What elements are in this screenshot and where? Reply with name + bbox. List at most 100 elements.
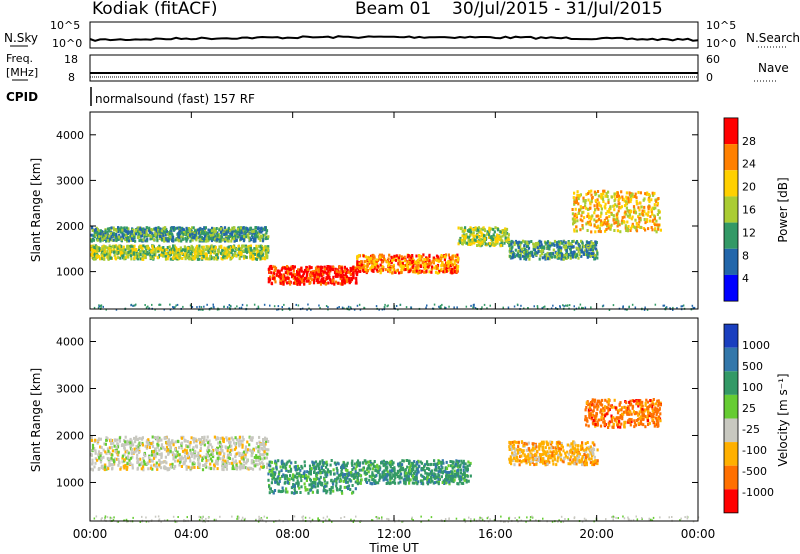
power-panel-bg bbox=[90, 112, 698, 309]
echo-cell bbox=[130, 238, 133, 242]
echo-cell bbox=[107, 449, 110, 453]
echo-cell bbox=[157, 229, 160, 233]
echo-cell bbox=[625, 229, 628, 232]
echo-cell bbox=[145, 306, 148, 309]
echo-cell bbox=[461, 229, 464, 233]
echo-cell bbox=[285, 474, 288, 478]
echo-cell bbox=[213, 306, 215, 309]
echo-cell bbox=[656, 203, 659, 207]
echo-cell bbox=[214, 448, 218, 452]
echo-cell bbox=[121, 231, 124, 235]
echo-cell bbox=[171, 451, 175, 455]
echo-cell bbox=[471, 232, 474, 236]
echo-cell bbox=[562, 304, 564, 307]
echo-cell bbox=[626, 209, 629, 213]
echo-cell bbox=[657, 209, 660, 213]
echo-cell bbox=[182, 305, 184, 308]
echo-cell bbox=[627, 200, 630, 204]
echo-cell bbox=[197, 466, 200, 469]
echo-cell bbox=[464, 235, 467, 239]
echo-cell bbox=[139, 238, 142, 242]
echo-cell bbox=[590, 199, 593, 203]
echo-cell bbox=[314, 266, 318, 270]
echo-cell bbox=[318, 477, 321, 481]
echo-cell bbox=[248, 466, 251, 470]
echo-cell bbox=[100, 466, 103, 470]
power-echo-marks bbox=[90, 189, 696, 311]
echo-cell bbox=[202, 464, 205, 467]
echo-cell bbox=[193, 236, 196, 240]
echo-cell bbox=[124, 443, 127, 447]
echo-cell bbox=[124, 248, 127, 252]
echo-cell bbox=[181, 251, 184, 255]
echo-cell bbox=[253, 463, 256, 467]
echo-cell bbox=[98, 229, 101, 233]
echo-cell bbox=[103, 465, 106, 469]
echo-cell bbox=[495, 238, 498, 242]
echo-cell bbox=[164, 467, 167, 471]
echo-cell bbox=[300, 473, 303, 477]
echo-cell bbox=[213, 463, 216, 467]
echo-cell bbox=[639, 218, 642, 222]
echo-cell bbox=[268, 485, 271, 489]
echo-cell bbox=[155, 229, 158, 233]
echo-cell bbox=[241, 443, 244, 447]
echo-cell bbox=[506, 231, 509, 235]
echo-cell bbox=[107, 229, 110, 232]
echo-cell bbox=[166, 246, 169, 249]
echo-cell bbox=[362, 263, 365, 267]
echo-cell bbox=[445, 307, 447, 309]
echo-cell bbox=[347, 471, 350, 475]
echo-cell bbox=[514, 255, 517, 259]
echo-cell bbox=[510, 242, 513, 246]
echo-cell bbox=[459, 241, 462, 245]
echo-cell bbox=[560, 246, 563, 250]
echo-cell bbox=[255, 446, 258, 450]
echo-cell bbox=[244, 247, 247, 251]
echo-cell bbox=[513, 243, 516, 247]
echo-cell bbox=[204, 463, 207, 467]
echo-cell bbox=[240, 442, 243, 446]
echo-cell bbox=[470, 240, 473, 244]
echo-cell bbox=[618, 206, 621, 209]
echo-cell bbox=[318, 280, 321, 284]
cpid-text: normalsound (fast) 157 RF bbox=[95, 92, 255, 106]
echo-cell bbox=[265, 231, 268, 235]
echo-cell bbox=[654, 303, 657, 306]
echo-cell bbox=[227, 248, 230, 252]
echo-cell bbox=[244, 448, 247, 452]
echo-cell bbox=[158, 448, 161, 452]
echo-cell bbox=[365, 270, 368, 274]
echo-cell bbox=[356, 265, 359, 269]
echo-cell bbox=[214, 234, 217, 238]
echo-cell bbox=[437, 257, 440, 261]
echo-cell bbox=[566, 255, 569, 259]
echo-cell bbox=[586, 214, 589, 218]
echo-cell bbox=[428, 253, 431, 257]
echo-cell bbox=[607, 198, 610, 202]
echo-cell bbox=[320, 279, 323, 283]
echo-cell bbox=[148, 456, 151, 459]
echo-cell bbox=[130, 257, 133, 261]
echo-cell bbox=[175, 246, 178, 250]
echo-cell bbox=[180, 457, 183, 461]
echo-cell bbox=[219, 457, 222, 461]
echo-cell bbox=[116, 230, 120, 234]
echo-cell bbox=[130, 443, 133, 447]
echo-cell bbox=[416, 267, 419, 270]
echo-cell bbox=[392, 256, 395, 260]
echo-cell bbox=[205, 460, 208, 464]
echo-cell bbox=[239, 229, 242, 233]
echo-cell bbox=[138, 436, 141, 440]
echo-cell bbox=[409, 268, 412, 272]
echo-cell bbox=[608, 224, 611, 228]
echo-cell bbox=[132, 304, 134, 307]
echo-cell bbox=[228, 246, 232, 250]
echo-cell bbox=[178, 233, 182, 237]
echo-cell bbox=[210, 239, 214, 243]
colorbar-segment bbox=[724, 248, 738, 275]
echo-cell bbox=[251, 467, 255, 471]
echo-cell bbox=[195, 246, 198, 250]
echo-cell bbox=[584, 201, 587, 204]
